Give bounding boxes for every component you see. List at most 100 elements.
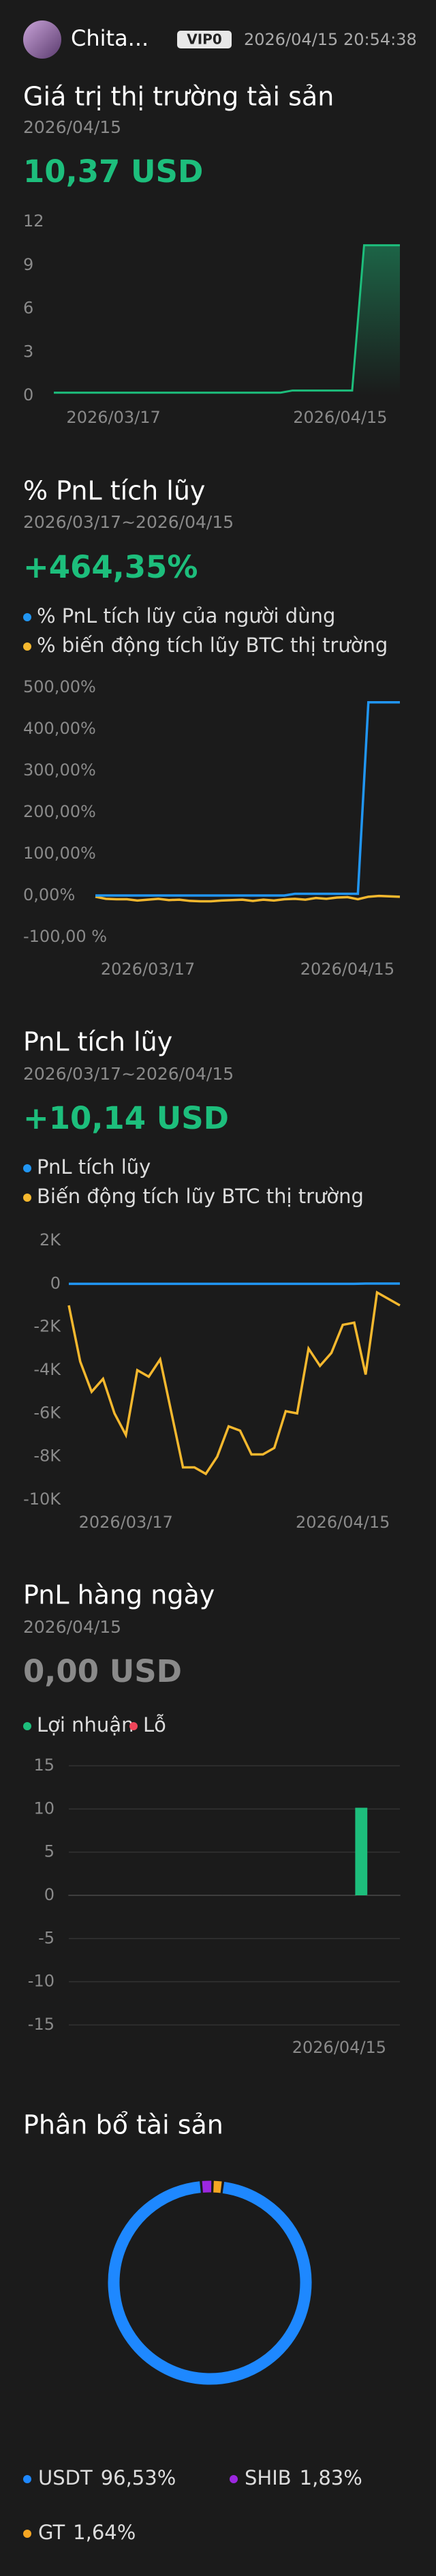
bar [90, 1895, 103, 1896]
bar [322, 1895, 334, 1896]
bar [300, 1895, 313, 1896]
bar [234, 1895, 247, 1896]
bar [388, 1895, 401, 1896]
bar [178, 1895, 191, 1896]
bar [332, 1895, 345, 1896]
bar [167, 1895, 180, 1896]
bar [189, 1895, 202, 1896]
line [95, 701, 400, 897]
avatar[interactable] [23, 20, 61, 59]
legend-dot [23, 642, 31, 651]
bar [245, 1895, 258, 1896]
y-tick-label: -5 [38, 1928, 54, 1947]
vip-text: VIP0 [187, 31, 222, 48]
legend-dot [23, 613, 31, 621]
y-tick-label: 6 [23, 299, 33, 318]
user-name[interactable]: Chita... [71, 25, 149, 51]
subtitle: 2026/04/15 [23, 117, 121, 137]
line [95, 894, 401, 903]
headline: 10,37 USD [23, 153, 203, 190]
headline: 0,00 USD [23, 1653, 182, 1689]
subtitle: 2026/03/17~2026/04/15 [23, 1064, 234, 1084]
donut-segment [108, 2181, 312, 2385]
x-tick-label: 2026/03/17 [66, 408, 160, 427]
legend-label: GT [38, 2521, 65, 2544]
y-tick-label: 400,00% [23, 719, 96, 738]
legend-dot [129, 1722, 138, 1730]
legend-value: 1,83% [300, 2466, 362, 2489]
y-tick-label: -100,00 % [23, 927, 107, 946]
subtitle: 2026/03/17~2026/04/15 [23, 512, 234, 532]
legend-label: % biến động tích lũy BTC thị trường [37, 634, 388, 657]
legend-label: Lỗ [143, 1713, 166, 1736]
y-tick-label: -10K [23, 1490, 61, 1509]
line [67, 1290, 401, 1476]
legend-label: % PnL tích lũy của người dùng [37, 604, 335, 627]
bar [366, 1895, 379, 1896]
bar [79, 1895, 92, 1896]
y-tick-label: 200,00% [23, 802, 96, 821]
chart-title: PnL tích lũy [23, 1027, 172, 1057]
legend-label: Lợi nhuận [37, 1713, 134, 1736]
bar [200, 1895, 213, 1896]
bar [156, 1895, 169, 1896]
legend-label: Biến động tích lũy BTC thị trường [37, 1185, 364, 1208]
legend-dot [230, 2475, 238, 2483]
headline: +464,35% [23, 549, 198, 585]
y-tick-label: 9 [23, 255, 33, 274]
bar [355, 1807, 368, 1895]
y-tick-label: -4K [33, 1360, 61, 1379]
y-tick-label: -15 [28, 2015, 54, 2034]
bar [101, 1895, 114, 1896]
y-tick-label: 3 [23, 342, 33, 361]
bar [255, 1895, 268, 1896]
y-tick-label: 0,00% [23, 885, 75, 904]
y-tick-label: -2K [33, 1317, 61, 1336]
x-tick-label: 2026/03/17 [79, 1513, 173, 1532]
y-tick-label: 5 [44, 1842, 54, 1861]
bar [311, 1895, 324, 1896]
line [54, 244, 400, 394]
datetime: 2026/04/15 20:54:38 [244, 30, 417, 49]
bar [266, 1895, 279, 1896]
y-tick-label: -6K [33, 1403, 61, 1422]
bar [134, 1895, 147, 1896]
y-tick-label: -10 [28, 1972, 54, 1991]
legend-dot [23, 2475, 31, 2483]
y-tick-label: 300,00% [23, 760, 96, 780]
bar [277, 1895, 290, 1896]
bar [145, 1895, 158, 1896]
x-tick-label: 2026/03/17 [101, 960, 195, 979]
y-tick-label: 0 [50, 1273, 61, 1292]
y-tick-label: 100,00% [23, 844, 96, 863]
bar [289, 1895, 302, 1896]
bar [112, 1895, 125, 1896]
vip-badge [177, 31, 232, 48]
legend-dot [23, 2530, 31, 2538]
legend-value: 96,53% [101, 2466, 176, 2489]
y-tick-label: 15 [33, 1756, 54, 1775]
chart-title: % PnL tích lũy [23, 476, 205, 506]
area-fill [54, 245, 400, 396]
y-tick-label: 10 [33, 1798, 54, 1818]
x-tick-label: 2026/04/15 [293, 408, 387, 427]
legend-dot [23, 1164, 31, 1172]
y-tick-label: 12 [23, 211, 44, 231]
legend-dot [23, 1194, 31, 1202]
legend-label: USDT [38, 2466, 93, 2489]
chart-title: Phân bổ tài sản [23, 2110, 223, 2140]
bar [211, 1895, 224, 1896]
headline: +10,14 USD [23, 1100, 229, 1136]
bar [222, 1895, 235, 1896]
legend-label: PnL tích lũy [37, 1155, 151, 1179]
bar [344, 1895, 357, 1896]
chart-title: Giá trị thị trường tài sản [23, 82, 334, 112]
y-tick-label: 500,00% [23, 677, 96, 696]
subtitle: 2026/04/15 [23, 1617, 121, 1637]
y-tick-label: -8K [33, 1447, 61, 1466]
legend-dot [23, 1722, 31, 1730]
x-tick-label: 2026/04/15 [296, 1513, 390, 1532]
chart-title: PnL hàng ngày [23, 1580, 215, 1610]
